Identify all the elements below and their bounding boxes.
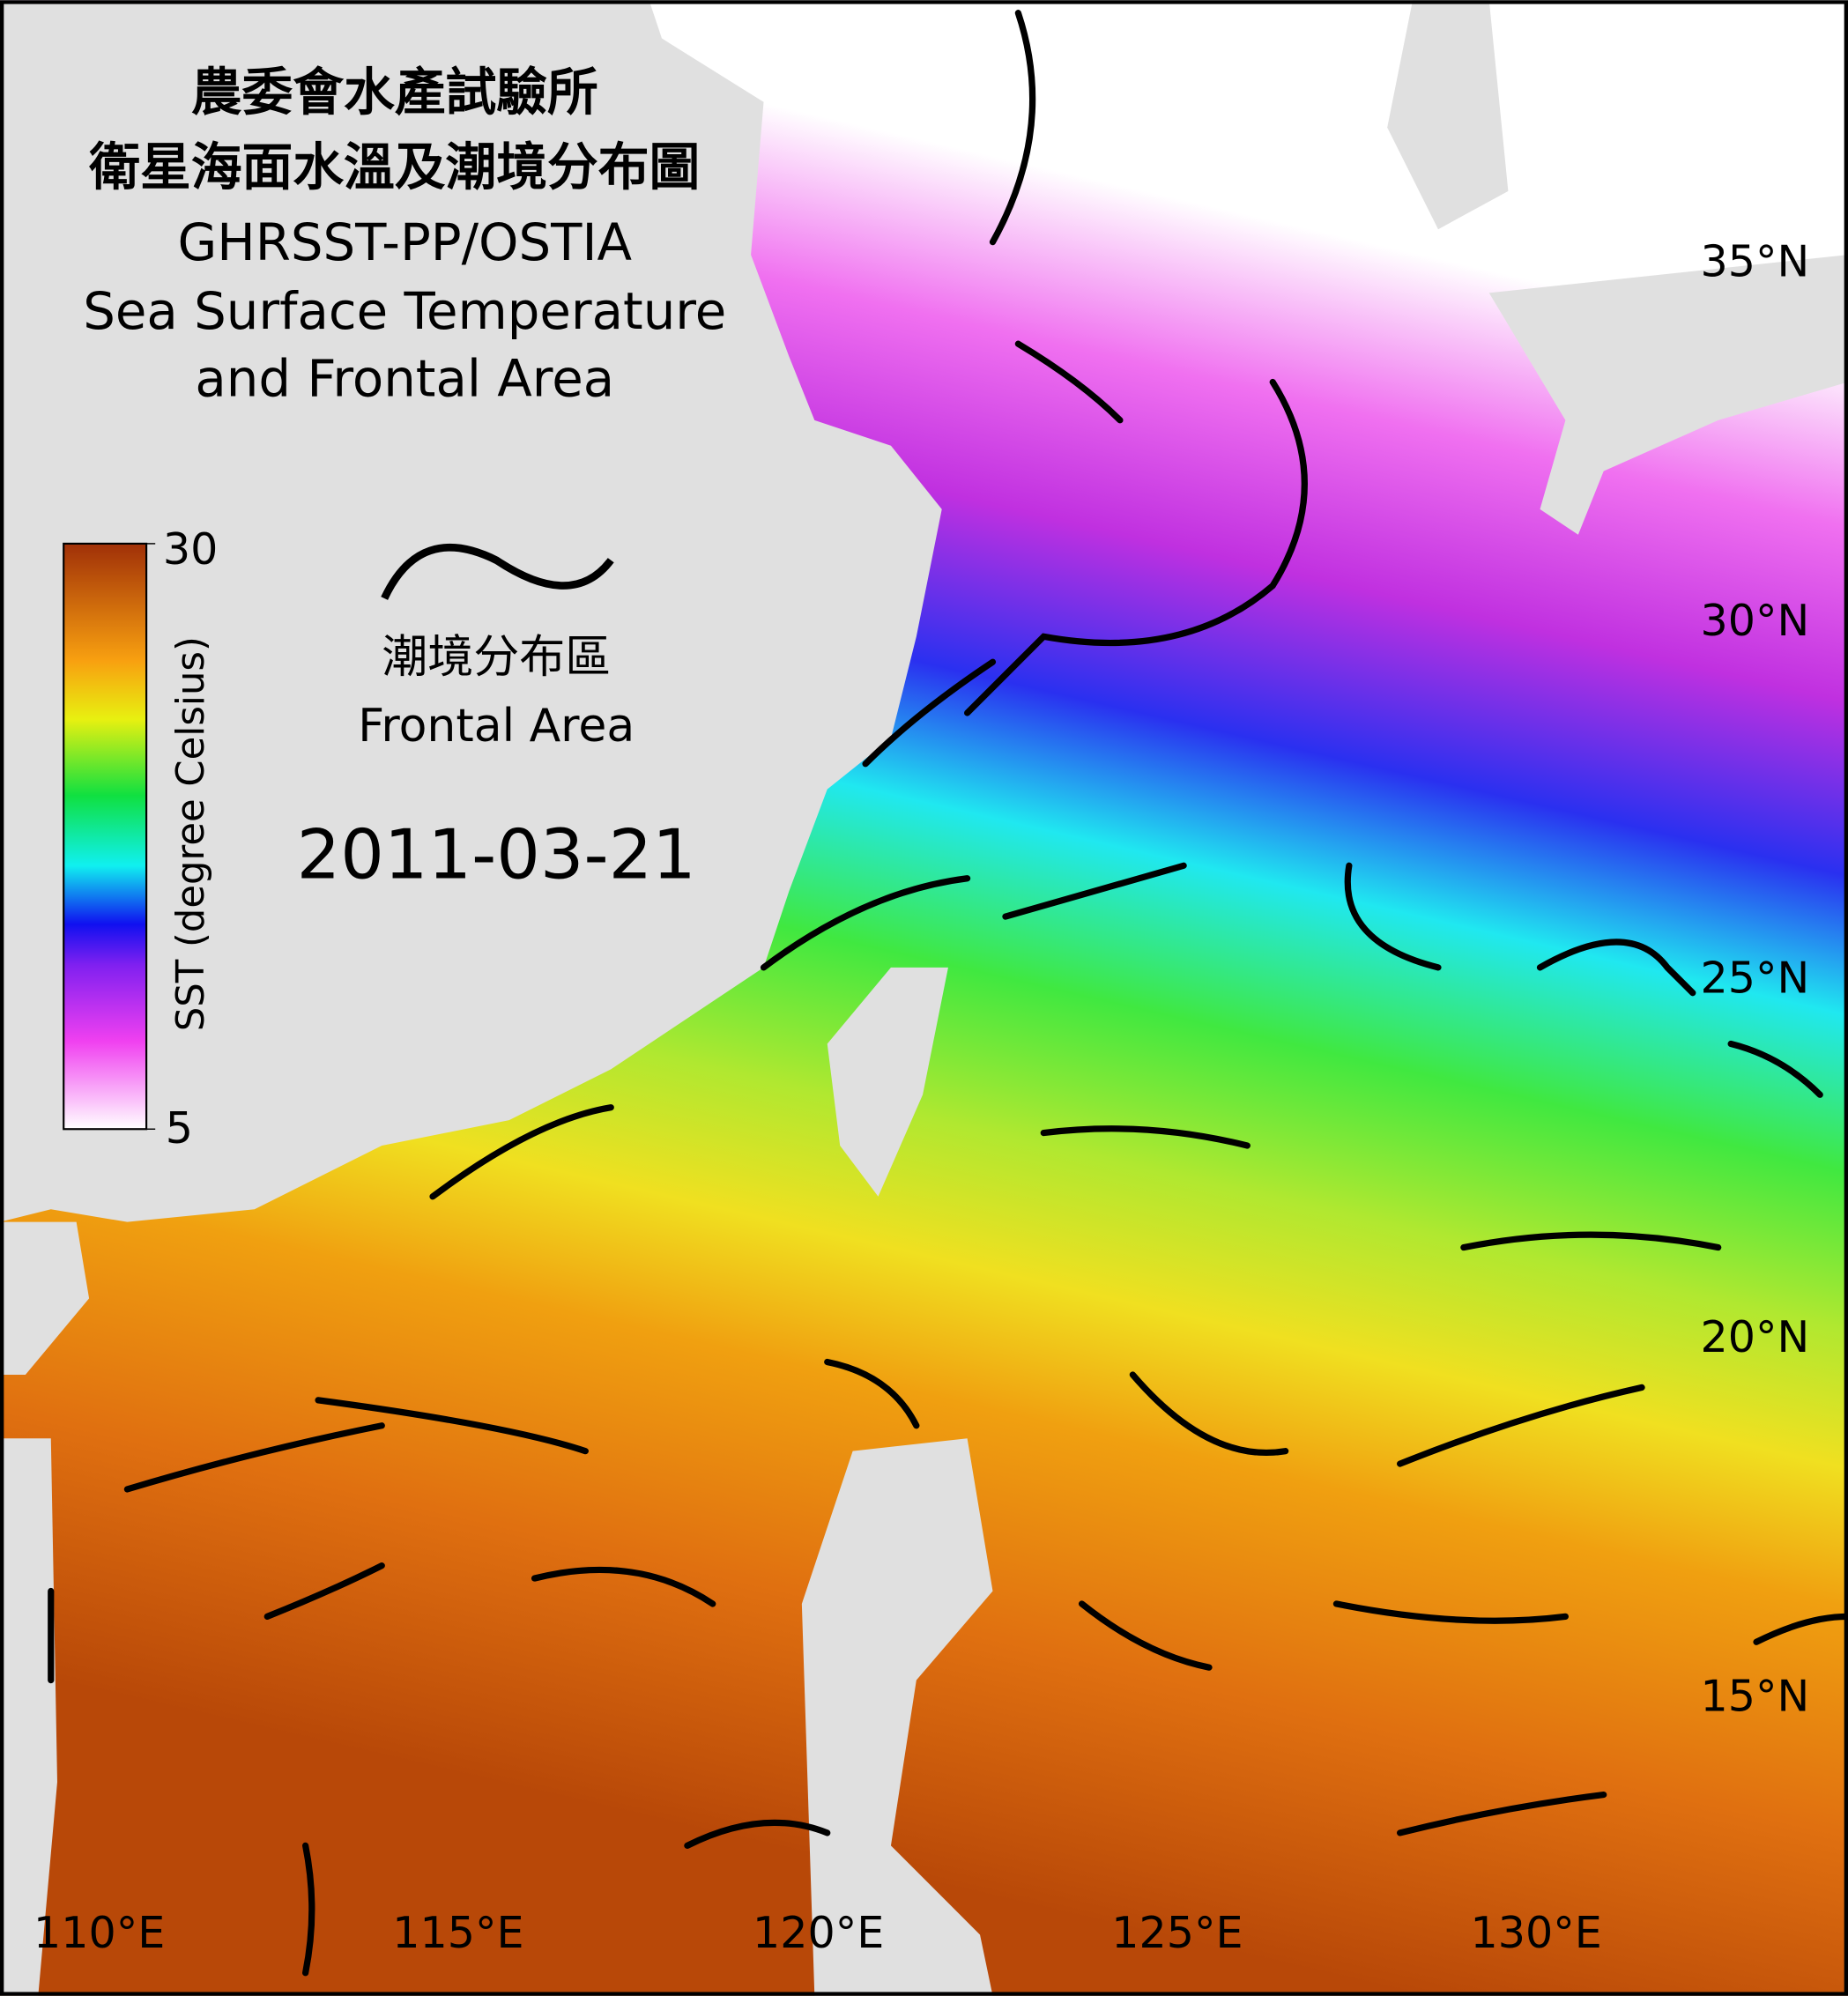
lat-label: 15°N bbox=[1700, 1670, 1809, 1721]
title: 農委會水產試驗所 衛星海面水溫及潮境分布圖 GHRSST-PP/OSTIA Se… bbox=[83, 62, 726, 408]
lon-label: 125°E bbox=[1111, 1907, 1243, 1958]
title-zh: 農委會水產試驗所 bbox=[191, 62, 598, 122]
legend-zh: 潮境分布區 bbox=[382, 631, 611, 684]
title-en: and Frontal Area bbox=[195, 348, 614, 408]
lon-label: 110°E bbox=[33, 1907, 165, 1958]
legend-line bbox=[381, 543, 614, 600]
title-en: GHRSST-PP/OSTIA bbox=[178, 212, 633, 272]
lon-labels: 110°E 115°E 120°E 125°E 130°E bbox=[33, 1907, 1602, 1958]
title-en: Sea Surface Temperature bbox=[83, 281, 726, 341]
colorbar-label: SST (degree Celsius) bbox=[169, 636, 213, 1031]
lat-label: 25°N bbox=[1700, 953, 1809, 1004]
lon-label: 120°E bbox=[753, 1907, 884, 1958]
lat-label: 20°N bbox=[1700, 1311, 1809, 1362]
lat-label: 35°N bbox=[1700, 236, 1809, 287]
lon-label: 115°E bbox=[392, 1907, 523, 1958]
date: 2011-03-21 bbox=[297, 816, 696, 895]
colorbar bbox=[63, 542, 148, 1131]
legend-en: Frontal Area bbox=[358, 700, 635, 753]
lat-label: 30°N bbox=[1700, 595, 1809, 646]
colorbar-max: 30 bbox=[163, 523, 218, 575]
colorbar-min: 5 bbox=[166, 1102, 193, 1154]
lat-labels: 35°N 30°N 25°N 20°N 15°N bbox=[1700, 236, 1809, 1722]
frontal-lines bbox=[48, 10, 1848, 1977]
title-zh: 衛星海面水溫及潮境分布圖 bbox=[88, 137, 700, 197]
lon-label: 130°E bbox=[1471, 1907, 1602, 1958]
